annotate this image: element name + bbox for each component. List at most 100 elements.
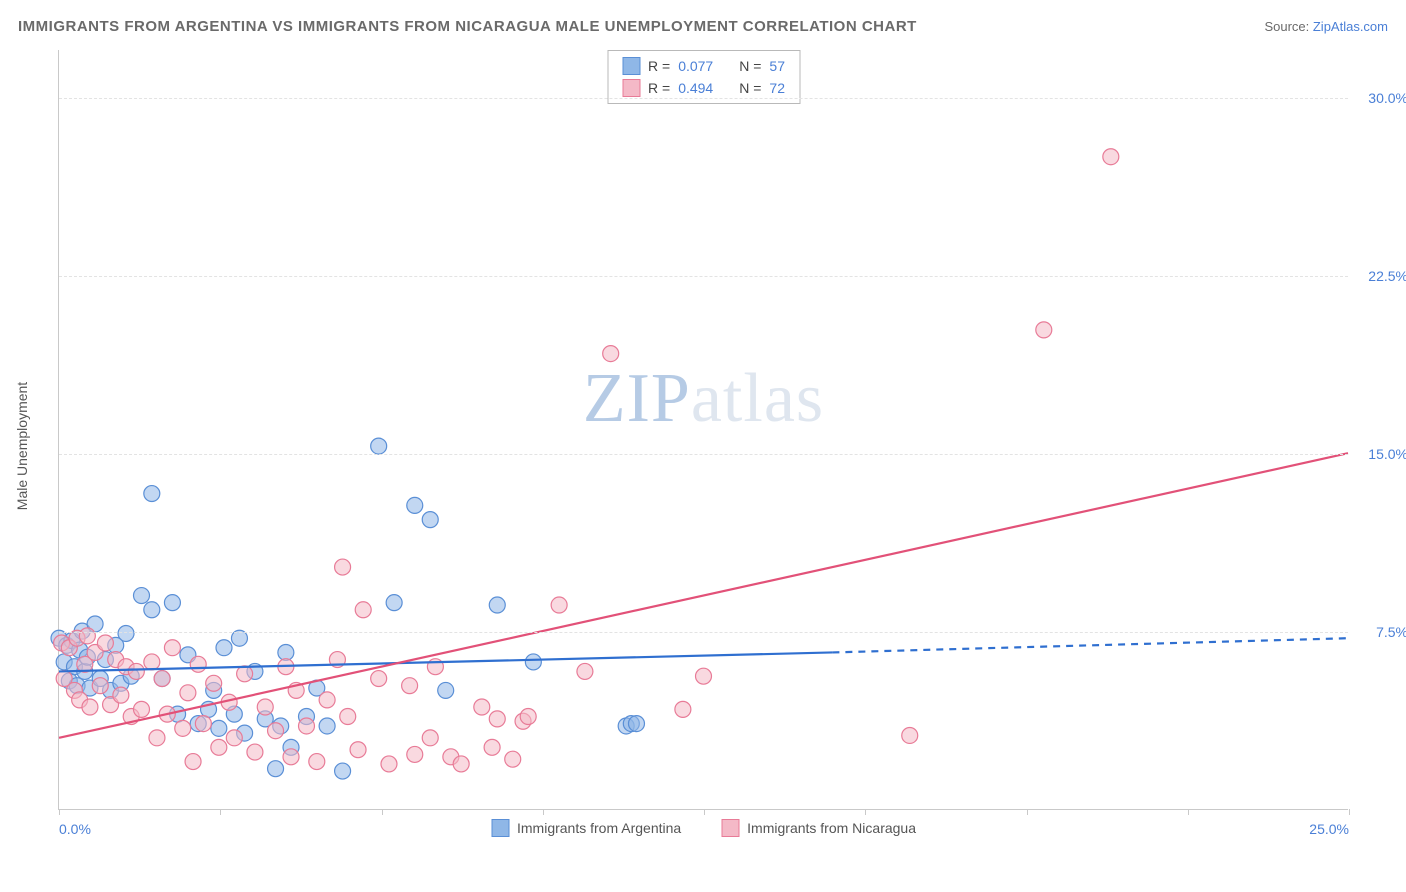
source-attribution: Source: ZipAtlas.com [1264, 19, 1388, 34]
series-legend-label: Immigrants from Argentina [517, 820, 681, 836]
legend-value-R: 0.077 [678, 58, 713, 74]
x-tick [1188, 809, 1189, 815]
data-point [164, 595, 180, 611]
data-point [484, 739, 500, 755]
data-point [247, 744, 263, 760]
series-legend: Immigrants from Argentina Immigrants fro… [491, 819, 916, 837]
data-point [489, 597, 505, 613]
chart-title: IMMIGRANTS FROM ARGENTINA VS IMMIGRANTS … [18, 18, 917, 35]
series-legend-item: Immigrants from Nicaragua [721, 819, 916, 837]
legend-value-R: 0.494 [678, 80, 713, 96]
data-point [520, 709, 536, 725]
data-point [237, 666, 253, 682]
x-tick [382, 809, 383, 815]
y-axis-label: Male Unemployment [14, 382, 30, 510]
data-point [319, 718, 335, 734]
data-point [257, 699, 273, 715]
data-point [319, 692, 335, 708]
legend-label-R: R = [648, 80, 670, 96]
data-point [97, 635, 113, 651]
data-point [180, 685, 196, 701]
data-point [149, 730, 165, 746]
data-point [407, 497, 423, 513]
data-point [211, 739, 227, 755]
data-point [603, 346, 619, 362]
data-point [185, 754, 201, 770]
x-tick [59, 809, 60, 815]
data-point [134, 701, 150, 717]
stats-legend-row: R = 0.077 N = 57 [622, 57, 785, 75]
data-point [144, 654, 160, 670]
y-tick-label: 22.5% [1368, 268, 1406, 284]
title-bar: IMMIGRANTS FROM ARGENTINA VS IMMIGRANTS … [18, 12, 1388, 40]
data-point [164, 640, 180, 656]
data-point [675, 701, 691, 717]
legend-label-R: R = [648, 58, 670, 74]
x-tick-label: 25.0% [1309, 821, 1349, 837]
data-point [696, 668, 712, 684]
data-point [577, 663, 593, 679]
data-point [144, 602, 160, 618]
data-point [407, 746, 423, 762]
data-point [206, 675, 222, 691]
data-point [628, 716, 644, 732]
data-point [79, 628, 95, 644]
legend-value-N: 57 [769, 58, 785, 74]
series-legend-item: Immigrants from Argentina [491, 819, 681, 837]
regression-line [59, 453, 1348, 738]
x-tick [1349, 809, 1350, 815]
legend-label-N: N = [739, 58, 761, 74]
chart-svg [59, 50, 1348, 809]
data-point [144, 486, 160, 502]
data-point [1036, 322, 1052, 338]
stats-legend: R = 0.077 N = 57 R = 0.494 N = 72 [607, 50, 800, 104]
data-point [438, 682, 454, 698]
gridline [59, 454, 1348, 455]
data-point [92, 678, 108, 694]
data-point [268, 723, 284, 739]
data-point [128, 663, 144, 679]
data-point [226, 730, 242, 746]
legend-label-N: N = [739, 80, 761, 96]
data-point [190, 656, 206, 672]
data-point [1103, 149, 1119, 165]
data-point [525, 654, 541, 670]
x-tick [865, 809, 866, 815]
series-legend-label: Immigrants from Nicaragua [747, 820, 916, 836]
gridline [59, 276, 1348, 277]
plot-area: ZIPatlas R = 0.077 N = 57 R = 0.494 N = … [58, 50, 1348, 810]
data-point [118, 625, 134, 641]
data-point [386, 595, 402, 611]
chart-container: IMMIGRANTS FROM ARGENTINA VS IMMIGRANTS … [0, 0, 1406, 892]
data-point [134, 588, 150, 604]
data-point [340, 709, 356, 725]
regression-line-extrapolated [832, 638, 1348, 652]
source-link[interactable]: ZipAtlas.com [1313, 19, 1388, 34]
data-point [350, 742, 366, 758]
data-point [489, 711, 505, 727]
data-point [298, 718, 314, 734]
legend-value-N: 72 [769, 80, 785, 96]
data-point [283, 749, 299, 765]
legend-swatch [491, 819, 509, 837]
data-point [113, 687, 129, 703]
data-point [278, 644, 294, 660]
source-prefix: Source: [1264, 19, 1312, 34]
data-point [216, 640, 232, 656]
y-tick-label: 7.5% [1376, 624, 1406, 640]
legend-swatch [622, 79, 640, 97]
data-point [355, 602, 371, 618]
data-point [381, 756, 397, 772]
data-point [505, 751, 521, 767]
data-point [309, 754, 325, 770]
data-point [902, 727, 918, 743]
data-point [453, 756, 469, 772]
gridline [59, 632, 1348, 633]
data-point [82, 699, 98, 715]
stats-legend-row: R = 0.494 N = 72 [622, 79, 785, 97]
gridline [59, 98, 1348, 99]
data-point [268, 761, 284, 777]
x-tick [220, 809, 221, 815]
x-tick [704, 809, 705, 815]
data-point [211, 720, 227, 736]
